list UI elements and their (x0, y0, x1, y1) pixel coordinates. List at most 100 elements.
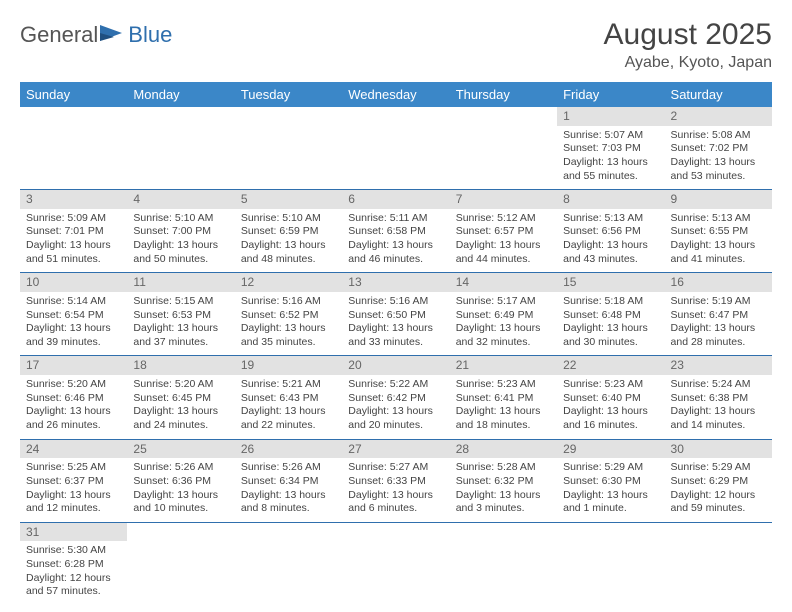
sunrise-line: Sunrise: 5:29 AM (563, 461, 658, 475)
sunrise-line: Sunrise: 5:18 AM (563, 295, 658, 309)
calendar-week-row: 24Sunrise: 5:25 AMSunset: 6:37 PMDayligh… (20, 439, 772, 522)
day-number: 20 (342, 356, 449, 375)
day-cell: 5Sunrise: 5:10 AMSunset: 6:59 PMDaylight… (235, 190, 342, 273)
logo-flag-icon (100, 23, 126, 43)
day-cell: 31Sunrise: 5:30 AMSunset: 6:28 PMDayligh… (20, 522, 127, 605)
sunrise-line: Sunrise: 5:12 AM (456, 212, 551, 226)
calendar-week-row: 1Sunrise: 5:07 AMSunset: 7:03 PMDaylight… (20, 107, 772, 190)
day-cell: 18Sunrise: 5:20 AMSunset: 6:45 PMDayligh… (127, 356, 234, 439)
calendar-body: 1Sunrise: 5:07 AMSunset: 7:03 PMDaylight… (20, 107, 772, 605)
day-number: 23 (665, 356, 772, 375)
daylight-line: Daylight: 13 hours and 32 minutes. (456, 322, 551, 349)
sunset-line: Sunset: 6:55 PM (671, 225, 766, 239)
sunset-line: Sunset: 6:38 PM (671, 392, 766, 406)
calendar-week-row: 17Sunrise: 5:20 AMSunset: 6:46 PMDayligh… (20, 356, 772, 439)
day-number: 15 (557, 273, 664, 292)
empty-day-cell (665, 522, 772, 605)
daylight-line: Daylight: 13 hours and 14 minutes. (671, 405, 766, 432)
day-cell: 13Sunrise: 5:16 AMSunset: 6:50 PMDayligh… (342, 273, 449, 356)
logo-text-blue: Blue (128, 22, 172, 48)
empty-day-cell (342, 522, 449, 605)
sunrise-line: Sunrise: 5:09 AM (26, 212, 121, 226)
day-cell: 20Sunrise: 5:22 AMSunset: 6:42 PMDayligh… (342, 356, 449, 439)
daylight-line: Daylight: 13 hours and 39 minutes. (26, 322, 121, 349)
day-cell: 23 Sunrise: 5:24 AMSunset: 6:38 PMDayligh… (665, 356, 772, 439)
weekday-header: Wednesday (342, 82, 449, 107)
sunset-line: Sunset: 6:36 PM (133, 475, 228, 489)
day-cell: 3Sunrise: 5:09 AMSunset: 7:01 PMDaylight… (20, 190, 127, 273)
day-number: 11 (127, 273, 234, 292)
weekday-header: Tuesday (235, 82, 342, 107)
sunset-line: Sunset: 6:40 PM (563, 392, 658, 406)
day-cell: 16Sunrise: 5:19 AMSunset: 6:47 PMDayligh… (665, 273, 772, 356)
calendar-week-row: 3Sunrise: 5:09 AMSunset: 7:01 PMDaylight… (20, 190, 772, 273)
sunrise-line: Sunrise: 5:23 AM (456, 378, 551, 392)
empty-day-cell (557, 522, 664, 605)
sunrise-line: Sunrise: 5:23 AM (563, 378, 658, 392)
day-number: 13 (342, 273, 449, 292)
sunset-line: Sunset: 6:34 PM (241, 475, 336, 489)
sunrise-line: Sunrise: 5:08 AM (671, 129, 766, 143)
day-number: 22 (557, 356, 664, 375)
sunset-line: Sunset: 6:37 PM (26, 475, 121, 489)
header: General Blue August 2025 Ayabe, Kyoto, J… (20, 18, 772, 72)
sunset-line: Sunset: 6:43 PM (241, 392, 336, 406)
empty-day-cell (450, 522, 557, 605)
day-cell: 9Sunrise: 5:13 AMSunset: 6:55 PMDaylight… (665, 190, 772, 273)
sunset-line: Sunset: 6:56 PM (563, 225, 658, 239)
sunset-line: Sunset: 6:48 PM (563, 309, 658, 323)
daylight-line: Daylight: 13 hours and 8 minutes. (241, 489, 336, 516)
empty-day-cell (20, 107, 127, 190)
weekday-header: Saturday (665, 82, 772, 107)
day-cell: 25Sunrise: 5:26 AMSunset: 6:36 PMDayligh… (127, 439, 234, 522)
day-cell: 19Sunrise: 5:21 AMSunset: 6:43 PMDayligh… (235, 356, 342, 439)
sunrise-line: Sunrise: 5:10 AM (241, 212, 336, 226)
sunset-line: Sunset: 6:57 PM (456, 225, 551, 239)
day-number: 7 (450, 190, 557, 209)
day-cell: 26Sunrise: 5:26 AMSunset: 6:34 PMDayligh… (235, 439, 342, 522)
sunset-line: Sunset: 6:28 PM (26, 558, 121, 572)
day-cell: 12Sunrise: 5:16 AMSunset: 6:52 PMDayligh… (235, 273, 342, 356)
daylight-line: Daylight: 13 hours and 44 minutes. (456, 239, 551, 266)
sunset-line: Sunset: 6:32 PM (456, 475, 551, 489)
daylight-line: Daylight: 12 hours and 57 minutes. (26, 572, 121, 599)
sunrise-line: Sunrise: 5:07 AM (563, 129, 658, 143)
daylight-line: Daylight: 13 hours and 22 minutes. (241, 405, 336, 432)
sunset-line: Sunset: 6:42 PM (348, 392, 443, 406)
sunrise-line: Sunrise: 5:11 AM (348, 212, 443, 226)
daylight-line: Daylight: 13 hours and 1 minute. (563, 489, 658, 516)
day-number: 8 (557, 190, 664, 209)
sunrise-line: Sunrise: 5:28 AM (456, 461, 551, 475)
sunrise-line: Sunrise: 5:24 AM (671, 378, 766, 392)
daylight-line: Daylight: 13 hours and 16 minutes. (563, 405, 658, 432)
day-cell: 15 Sunrise: 5:18 AMSunset: 6:48 PMDayligh… (557, 273, 664, 356)
sunrise-line: Sunrise: 5:26 AM (241, 461, 336, 475)
sunrise-line: Sunrise: 5:16 AM (348, 295, 443, 309)
weekday-header: Thursday (450, 82, 557, 107)
daylight-line: Daylight: 13 hours and 51 minutes. (26, 239, 121, 266)
daylight-line: Daylight: 13 hours and 20 minutes. (348, 405, 443, 432)
day-number: 25 (127, 440, 234, 459)
sunrise-line: Sunrise: 5:29 AM (671, 461, 766, 475)
empty-day-cell (127, 522, 234, 605)
calendar-table: SundayMondayTuesdayWednesdayThursdayFrid… (20, 82, 772, 605)
sunrise-line: Sunrise: 5:27 AM (348, 461, 443, 475)
sunset-line: Sunset: 6:49 PM (456, 309, 551, 323)
sunrise-line: Sunrise: 5:14 AM (26, 295, 121, 309)
daylight-line: Daylight: 13 hours and 28 minutes. (671, 322, 766, 349)
day-number: 1 (557, 107, 664, 126)
calendar-week-row: 31Sunrise: 5:30 AMSunset: 6:28 PMDayligh… (20, 522, 772, 605)
day-cell: 4Sunrise: 5:10 AMSunset: 7:00 PMDaylight… (127, 190, 234, 273)
daylight-line: Daylight: 13 hours and 30 minutes. (563, 322, 658, 349)
sunset-line: Sunset: 6:52 PM (241, 309, 336, 323)
daylight-line: Daylight: 13 hours and 6 minutes. (348, 489, 443, 516)
day-cell: 24Sunrise: 5:25 AMSunset: 6:37 PMDayligh… (20, 439, 127, 522)
daylight-line: Daylight: 13 hours and 43 minutes. (563, 239, 658, 266)
day-cell: 1Sunrise: 5:07 AMSunset: 7:03 PMDaylight… (557, 107, 664, 190)
sunrise-line: Sunrise: 5:16 AM (241, 295, 336, 309)
sunset-line: Sunset: 7:01 PM (26, 225, 121, 239)
sunrise-line: Sunrise: 5:15 AM (133, 295, 228, 309)
sunset-line: Sunset: 7:02 PM (671, 142, 766, 156)
empty-day-cell (235, 522, 342, 605)
daylight-line: Daylight: 13 hours and 3 minutes. (456, 489, 551, 516)
